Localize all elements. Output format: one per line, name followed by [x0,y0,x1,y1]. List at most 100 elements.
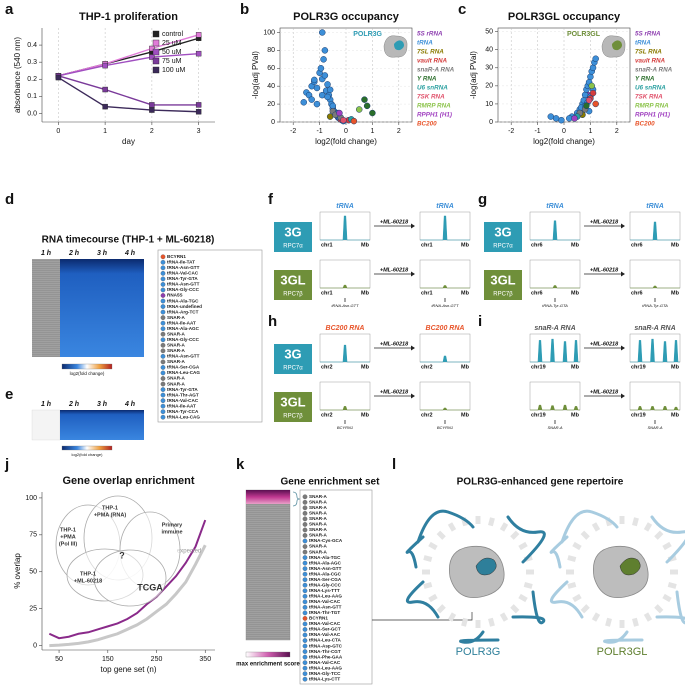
gene-name: tRNA-Asn-GTT [309,605,342,610]
gene-list-box [299,489,373,685]
series-line [57,76,199,113]
row-name: 3G [494,224,511,239]
y-axis-label: % overlap [13,553,22,589]
venn-label: Primary [162,522,183,528]
legend-label: 100 uM [162,67,186,74]
ring-dash [643,522,653,532]
gene-marker [160,304,166,309]
gene-marker [302,577,308,583]
heatmap-column [88,410,116,440]
y-tick-label: 0 [33,642,37,649]
data-point [571,115,578,122]
track-frame [629,333,681,363]
ring-dash [654,604,664,614]
gene-name: tRNA-Gly-CCC [167,287,200,292]
gene-marker [160,365,166,370]
legend-label: 5S rRNA [417,31,443,38]
legend-label: vault RNA [635,58,666,65]
gene-name: tRNA-Asn-GTT [167,265,200,270]
data-point [313,84,321,92]
unit-label: Mb [571,364,580,370]
data-point [324,81,331,88]
legend-label: 7SL RNA [417,49,444,56]
gene-name: tRNA-Asp-GTC [309,643,343,648]
gene-marker [160,414,166,420]
row-subtitle: RPC7β [493,292,513,298]
track-title: snaR-A RNA [534,325,575,332]
polymerase [593,545,649,599]
gene-list-box [157,249,263,423]
arrow-head [411,345,415,351]
gene-marker [160,370,166,376]
x-axis-label: day [122,137,135,146]
legend-label: snaR-A RNA [635,67,673,74]
legend-swatch [152,66,160,74]
rna-strand [655,590,685,625]
inset-label: POLR3G [353,31,382,38]
column-label: 4 h [124,401,135,408]
panel-title: Gene enrichment set [281,477,381,488]
gene-marker [160,265,166,271]
legend-label: 5S rRNA [635,31,661,38]
gene-name: tRNA-Thr-TGT [309,610,340,615]
chrom-label: chr1 [421,290,433,296]
track-frame [419,381,471,411]
x-tick-label: 0 [344,128,348,135]
y-tick-label: 0.2 [27,76,37,83]
y-tick-label: 60 [267,65,275,72]
legend-label: RPPH1 (H1) [635,112,670,119]
ring-dash [567,555,577,562]
gene-marker [160,376,166,381]
gene-name: SNAR-A [167,376,186,381]
row-subtitle: RPC7β [283,292,303,298]
data-point [195,32,202,38]
ring-dash [632,517,639,527]
heatmap-column [88,259,116,357]
coverage-track [420,285,470,289]
gene-label: BCYRN1 [437,425,453,430]
gene-name: SNAR-A [167,331,186,336]
y-tick-label: 0.4 [27,42,37,49]
chrom-label: chr1 [321,242,333,248]
subunit [475,557,497,576]
data-point [350,117,358,125]
heatmap-column [31,409,61,441]
panel-label: d [5,191,14,208]
legend-label: U6 snRNA [417,85,448,92]
gene-name: tRNA-Ser-CGA [167,365,200,370]
ring-dash [567,582,577,589]
chrom-label: chr6 [631,242,643,248]
legend-label: vault RNA [417,58,448,65]
subunit [619,557,641,576]
coverage-track [420,355,470,363]
gene-name: RNA5S [167,293,183,298]
ring-dash [499,522,509,532]
x-tick-label: 50 [55,656,63,663]
gene-marker [160,387,166,392]
gene-name: SNAR-A [309,505,328,510]
series-line [48,519,207,640]
ring-dash [643,612,653,622]
panel-label: b [240,1,249,18]
unit-label: Mb [571,412,580,418]
row-box [274,392,312,422]
legend-label: BC200 [635,121,655,128]
gene-marker [160,392,166,398]
x-axis-label: top gene set (n) [100,665,156,674]
y-tick-label: 30 [485,65,493,72]
track-title: tRNA [336,203,354,210]
legend-label: 50 uM [162,49,182,56]
column-label: 2 h [68,401,79,408]
data-point [326,86,334,94]
venn-label: +ML-60218 [74,578,102,584]
x-tick-label: 2 [150,128,154,135]
series-label: expected [177,549,201,555]
data-point [102,103,108,110]
track-frame [629,259,681,289]
y-tick-label: 0 [271,119,275,126]
gene-label: tRNA-Tyr-GTA [642,303,668,308]
venn-set [93,549,167,607]
ring-dash [632,617,639,627]
unit-label: Mb [461,364,470,370]
row-name: 3GL [280,394,305,409]
